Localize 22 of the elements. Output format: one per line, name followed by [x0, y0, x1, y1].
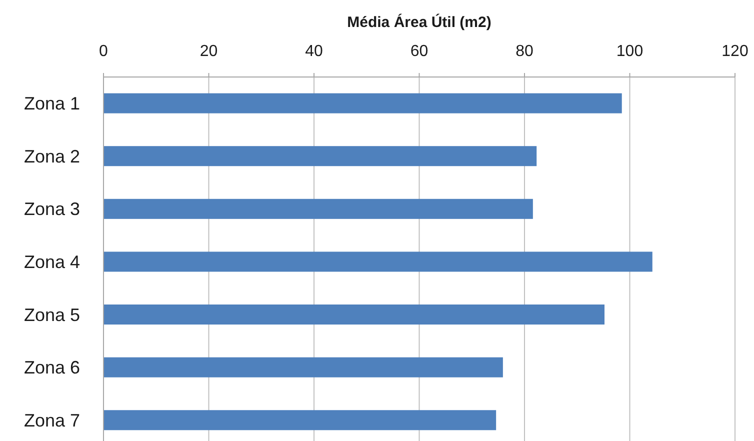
bar: [104, 304, 604, 325]
x-tick-label: 20: [200, 43, 218, 60]
y-tick-label: Zona 6: [24, 358, 80, 378]
y-tick-label: Zona 7: [24, 410, 80, 430]
x-tick-label: 80: [516, 43, 534, 60]
bar: [104, 357, 503, 378]
bar: [104, 252, 652, 272]
y-tick-label: Zona 2: [24, 146, 80, 166]
bar: [104, 93, 622, 114]
y-tick-label: Zona 5: [24, 304, 80, 325]
x-tick-label: 0: [99, 43, 108, 60]
bar: [104, 146, 537, 166]
bar: [104, 410, 496, 430]
y-tick-label: Zona 1: [24, 94, 80, 114]
y-tick-label: Zona 4: [24, 252, 80, 272]
x-tick-label: 120: [722, 43, 748, 60]
x-tick-label: 40: [305, 43, 323, 60]
y-tick-label: Zona 3: [24, 199, 80, 220]
x-tick-label: 60: [410, 43, 428, 60]
bar: [104, 198, 533, 219]
x-tick-label: 100: [616, 43, 644, 60]
x-axis-title: Média Área Útil (m2): [347, 13, 492, 31]
